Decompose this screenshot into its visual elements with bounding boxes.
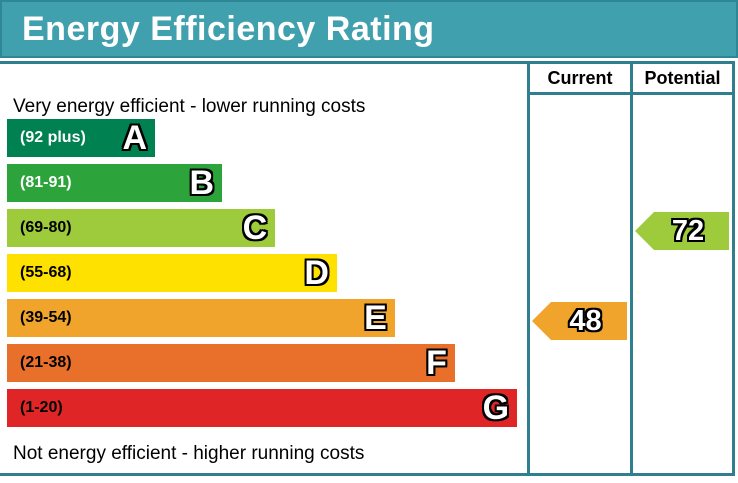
band-row-c: (69-80) C <box>0 209 527 247</box>
band-letter: F <box>426 344 447 382</box>
band-bar-d: (55-68) D <box>7 254 337 292</box>
current-column-header: Current <box>530 64 630 95</box>
band-range-label: (55-68) <box>20 264 72 281</box>
band-letter: G <box>482 389 510 427</box>
band-bar-e: (39-54) E <box>7 299 395 337</box>
band-row-a: (92 plus) A <box>0 119 527 157</box>
band-row-d: (55-68) D <box>0 254 527 292</box>
band-bar-f: (21-38) F <box>7 344 455 382</box>
potential-column-body: 72 <box>633 95 732 473</box>
band-row-g: (1-20) G <box>0 389 527 427</box>
band-range-label: (1-20) <box>20 399 63 416</box>
energy-rating-chart: Very energy efficient - lower running co… <box>0 61 735 476</box>
current-column-body: 48 <box>530 95 630 473</box>
band-letter: A <box>122 119 148 157</box>
band-range-label: (39-54) <box>20 309 72 326</box>
current-rating-arrow: 48 <box>532 302 627 340</box>
page-title: Energy Efficiency Rating <box>22 9 435 48</box>
top-note: Very energy efficient - lower running co… <box>13 96 366 117</box>
band-range-label: (81-91) <box>20 174 72 191</box>
band-row-e: (39-54) E <box>0 299 527 337</box>
current-column: Current 48 <box>527 64 630 473</box>
band-bar-c: (69-80) C <box>7 209 276 247</box>
band-range-label: (92 plus) <box>20 129 86 146</box>
band-letter: B <box>189 164 215 202</box>
band-bar-g: (1-20) G <box>7 389 518 427</box>
header-spacer <box>0 64 527 95</box>
band-letter: E <box>364 299 387 337</box>
bands-column: Very energy efficient - lower running co… <box>0 64 527 473</box>
band-range-label: (21-38) <box>20 354 72 371</box>
title-banner: Energy Efficiency Rating <box>0 0 738 58</box>
band-bar-b: (81-91) B <box>7 164 223 202</box>
band-row-b: (81-91) B <box>0 164 527 202</box>
band-row-f: (21-38) F <box>0 344 527 382</box>
potential-rating-arrow: 72 <box>635 212 729 250</box>
band-letter: D <box>304 254 329 292</box>
band-range-label: (69-80) <box>20 219 72 236</box>
potential-column-header: Potential <box>633 64 732 95</box>
potential-column: Potential 72 <box>630 64 735 473</box>
band-bar-a: (92 plus) A <box>7 119 156 157</box>
bottom-note: Not energy efficient - higher running co… <box>13 442 365 464</box>
band-letter: C <box>242 209 268 247</box>
